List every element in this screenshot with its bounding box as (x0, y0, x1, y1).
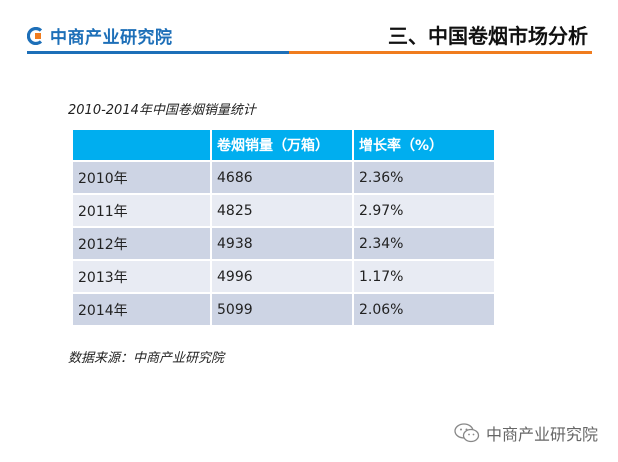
section-title: 三、中国卷烟市场分析 (388, 24, 588, 48)
cell-growth: 2.97% (353, 193, 494, 227)
cell-year: 2014年 (73, 292, 212, 325)
watermark: 中商产业研究院 (454, 421, 598, 445)
logo: 中商产业研究院 (27, 23, 173, 48)
header-year (73, 130, 212, 161)
header-divider (27, 51, 592, 54)
cell-growth: 2.36% (353, 160, 494, 194)
cell-year: 2011年 (73, 193, 212, 227)
cell-year: 2013年 (73, 259, 212, 293)
watermark-text: 中商产业研究院 (485, 425, 598, 444)
logo-mark-icon (27, 26, 43, 45)
cell-sales: 5099 (211, 292, 354, 325)
table-header-row: 卷烟销量（万箱） 增长率（%） (73, 130, 494, 161)
cell-sales: 4686 (211, 160, 354, 194)
data-source: 数据来源：中商产业研究院 (68, 351, 225, 366)
cell-sales: 4996 (211, 259, 354, 293)
table-row: 2010年 4686 2.36% (73, 160, 494, 194)
cell-growth: 1.17% (353, 259, 494, 293)
cell-growth: 2.06% (353, 292, 494, 325)
cell-sales: 4825 (211, 193, 354, 227)
table-caption: 2010-2014年中国卷烟销量统计 (68, 103, 256, 118)
table-row: 2012年 4938 2.34% (73, 226, 494, 260)
sales-table: 卷烟销量（万箱） 增长率（%） 2010年 4686 2.36% 2011年 4… (73, 130, 494, 325)
wechat-icon (454, 423, 480, 443)
divider-blue (27, 51, 289, 54)
table-row: 2013年 4996 1.17% (73, 259, 494, 293)
table-row: 2014年 5099 2.06% (73, 292, 494, 325)
table-row: 2011年 4825 2.97% (73, 193, 494, 227)
cell-sales: 4938 (211, 226, 354, 260)
logo-text: 中商产业研究院 (50, 28, 173, 48)
cell-year: 2012年 (73, 226, 212, 260)
header-growth: 增长率（%） (353, 130, 494, 161)
header-sales: 卷烟销量（万箱） (211, 130, 354, 161)
cell-year: 2010年 (73, 160, 212, 194)
cell-growth: 2.34% (353, 226, 494, 260)
slide-header: 中商产业研究院 三、中国卷烟市场分析 (0, 0, 618, 60)
divider-orange (289, 51, 592, 54)
